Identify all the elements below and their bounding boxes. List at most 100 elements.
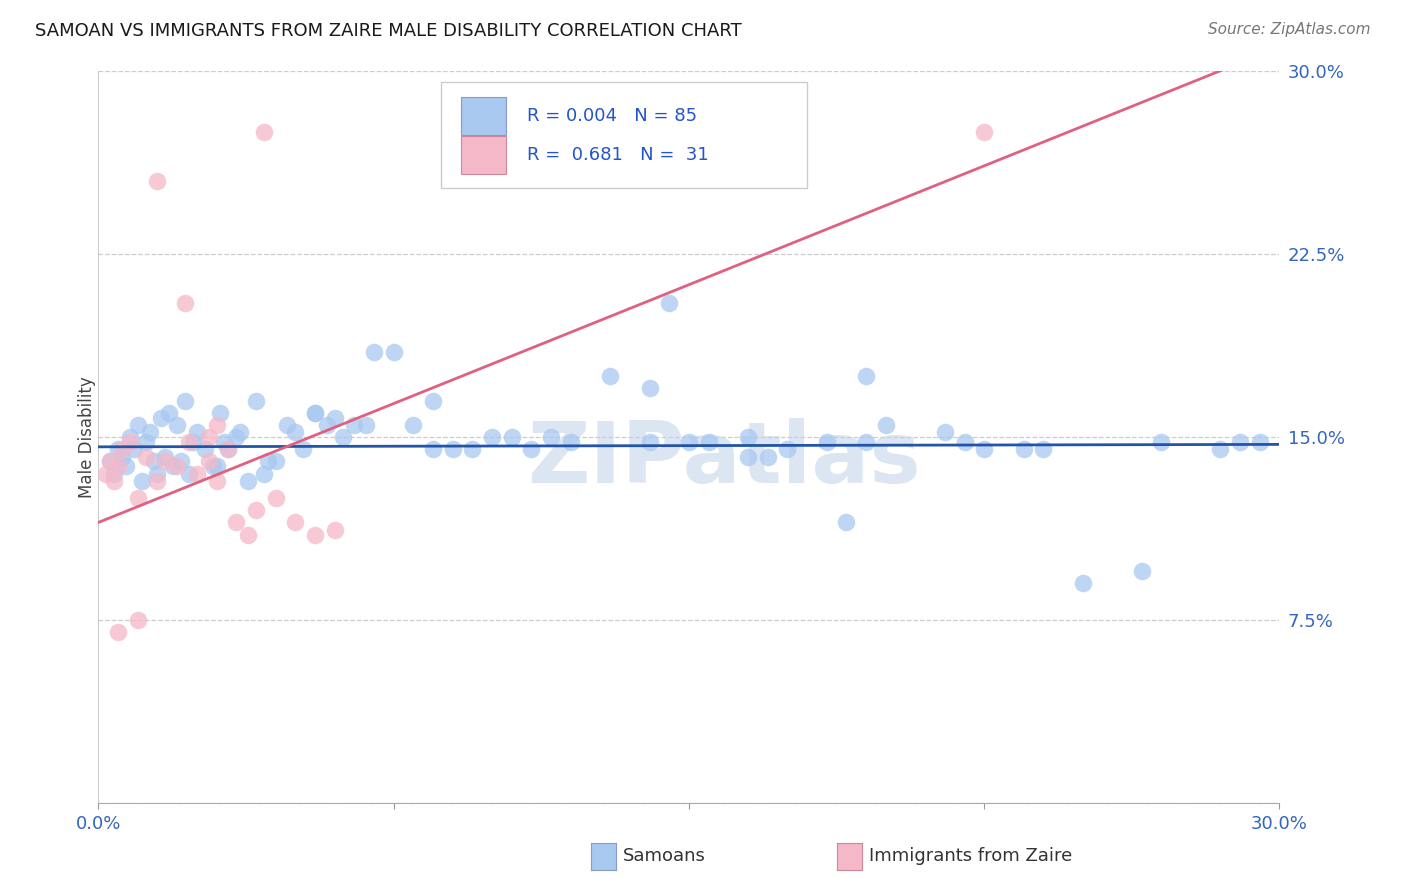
Point [111,450,134,464]
Point [197,430,219,444]
Point [304,406,326,420]
Point [315,417,337,432]
Point [835,516,858,530]
Point [461,442,484,457]
Point [127,491,149,505]
Point [973,442,995,457]
Point [225,516,247,530]
Point [107,459,129,474]
Point [186,467,208,481]
Point [225,430,247,444]
Point [174,393,197,408]
Point [304,406,326,420]
Point [1209,442,1232,457]
Point [236,474,259,488]
Point [205,459,228,474]
Point [229,425,252,440]
Point [107,625,129,640]
Y-axis label: Male Disability: Male Disability [79,376,96,498]
Point [1012,442,1035,457]
Point [264,491,287,505]
Point [855,434,877,449]
Point [678,434,700,449]
Point [205,474,228,488]
Point [217,442,239,457]
Point [973,125,995,139]
Point [875,417,897,432]
Point [245,393,267,408]
Text: R = 0.004   N = 85: R = 0.004 N = 85 [527,107,697,125]
Point [256,454,278,468]
Point [276,417,298,432]
Point [737,450,759,464]
Point [135,450,157,464]
Text: SAMOAN VS IMMIGRANTS FROM ZAIRE MALE DISABILITY CORRELATION CHART: SAMOAN VS IMMIGRANTS FROM ZAIRE MALE DIS… [35,22,742,40]
FancyBboxPatch shape [461,97,506,135]
Point [363,344,385,359]
Point [253,125,276,139]
Point [520,442,543,457]
Point [599,369,621,384]
Point [236,527,259,541]
Point [441,442,464,457]
Point [343,417,366,432]
Point [292,442,315,457]
Point [1249,434,1271,449]
Point [217,442,239,457]
Point [98,454,121,468]
Text: ZIPatlas: ZIPatlas [527,417,921,500]
Point [155,450,177,464]
Point [284,425,307,440]
Point [103,474,125,488]
Point [638,434,661,449]
Point [103,467,125,481]
Point [166,417,188,432]
Point [1229,434,1251,449]
Point [131,474,153,488]
Point [284,516,307,530]
Point [304,527,326,541]
Point [115,459,138,474]
Point [155,454,177,468]
Point [142,454,165,468]
Text: R =  0.681   N =  31: R = 0.681 N = 31 [527,145,709,164]
Point [170,454,193,468]
Point [855,369,877,384]
Point [264,454,287,468]
Point [253,467,276,481]
Point [214,434,236,449]
Point [815,434,838,449]
Point [560,434,582,449]
Point [540,430,562,444]
Point [1130,564,1153,578]
Point [150,410,173,425]
Point [201,459,224,474]
Point [194,442,217,457]
Point [146,474,169,488]
Point [186,425,208,440]
Point [118,434,141,449]
Point [422,442,444,457]
Point [111,442,134,457]
Point [177,467,200,481]
Point [181,434,204,449]
Point [157,406,180,420]
Point [332,430,354,444]
Point [162,459,184,474]
Point [135,434,157,449]
Point [146,467,169,481]
Point [197,454,219,468]
Point [737,430,759,444]
Point [205,417,228,432]
FancyBboxPatch shape [441,82,807,188]
Point [127,613,149,627]
Point [697,434,720,449]
Point [245,503,267,517]
Point [107,442,129,457]
Text: Samoans: Samoans [623,847,706,865]
Point [1032,442,1054,457]
Point [146,174,169,188]
Point [177,434,200,449]
Point [382,344,405,359]
Point [422,393,444,408]
